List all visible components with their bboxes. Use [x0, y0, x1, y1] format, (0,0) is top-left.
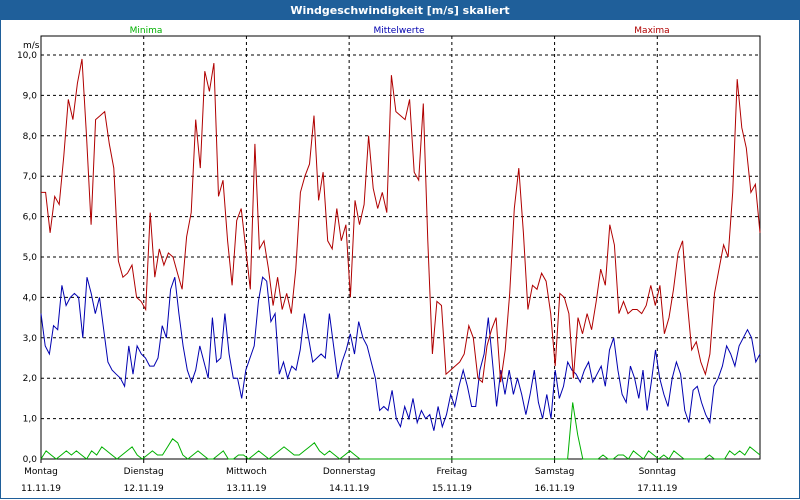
x-date-label: 14.11.19 [329, 484, 369, 494]
x-day-label: Freitag [436, 467, 467, 477]
x-day-label: Donnerstag [323, 467, 376, 477]
x-date-label: 17.11.19 [637, 484, 677, 494]
x-date-label: 15.11.19 [432, 484, 472, 494]
y-tick-label: 4,0 [23, 293, 38, 303]
legend-maxima: Maxima [634, 26, 669, 36]
y-axis-label: m/s [23, 41, 40, 51]
series-line-maxima [41, 58, 761, 384]
x-day-label: Montag [24, 467, 58, 477]
y-tick-label: 0,0 [23, 455, 38, 465]
x-date-label: 11.11.19 [21, 484, 61, 494]
window-title: Windgeschwindigkeit [m/s] skaliert [0, 0, 800, 20]
y-tick-label: 9,0 [23, 91, 38, 101]
y-tick-label: 6,0 [23, 213, 38, 223]
x-date-label: 16.11.19 [535, 484, 575, 494]
y-tick-label: 5,0 [23, 253, 38, 263]
chart-frame: m/s Minima Mittelwerte Maxima 0,0 1,0 2,0 3… [0, 20, 800, 499]
y-tick-label: 1,0 [23, 415, 38, 425]
x-day-label: Samstag [535, 467, 574, 477]
x-day-label: Sonntag [639, 467, 676, 477]
legend-mittelwerte: Mittelwerte [373, 26, 424, 36]
y-tick-label: 10,0 [17, 51, 37, 61]
series-line-minima [40, 402, 761, 460]
series-line-mittelwerte [40, 276, 761, 431]
x-date-label: 12.11.19 [124, 484, 164, 494]
y-tick-label: 2,0 [23, 374, 38, 384]
x-day-label: Mittwoch [226, 467, 267, 477]
x-date-label: 13.11.19 [226, 484, 266, 494]
y-tick-label: 7,0 [23, 172, 38, 182]
y-tick-label: 8,0 [23, 132, 38, 142]
legend-minima: Minima [130, 26, 163, 36]
x-day-label: Dienstag [124, 467, 164, 477]
y-tick-label: 3,0 [23, 334, 38, 344]
wind-speed-chart: m/s Minima Mittelwerte Maxima 0,0 1,0 2,0 3… [17, 26, 761, 494]
